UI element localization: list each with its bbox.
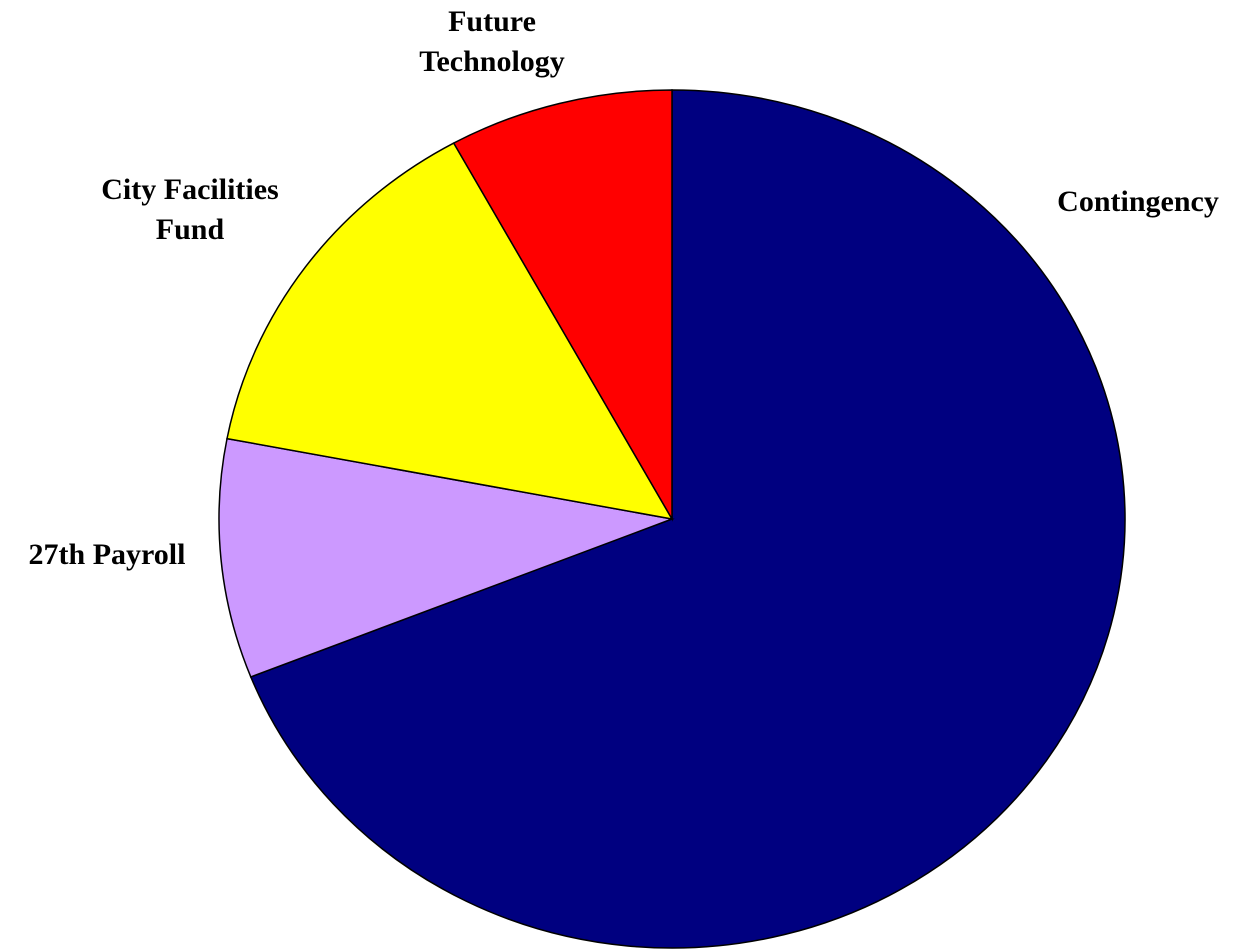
pie-slice	[452, 89, 673, 522]
slice-label: Future Technology	[419, 5, 565, 78]
slice-label: City Facilities Fund	[101, 173, 279, 246]
pie-slice	[249, 89, 1126, 949]
pie-slice	[226, 142, 674, 521]
slice-label: 27th Payroll	[28, 538, 186, 571]
pie-slice	[218, 437, 675, 678]
slice-label: Contingency	[1057, 185, 1219, 218]
